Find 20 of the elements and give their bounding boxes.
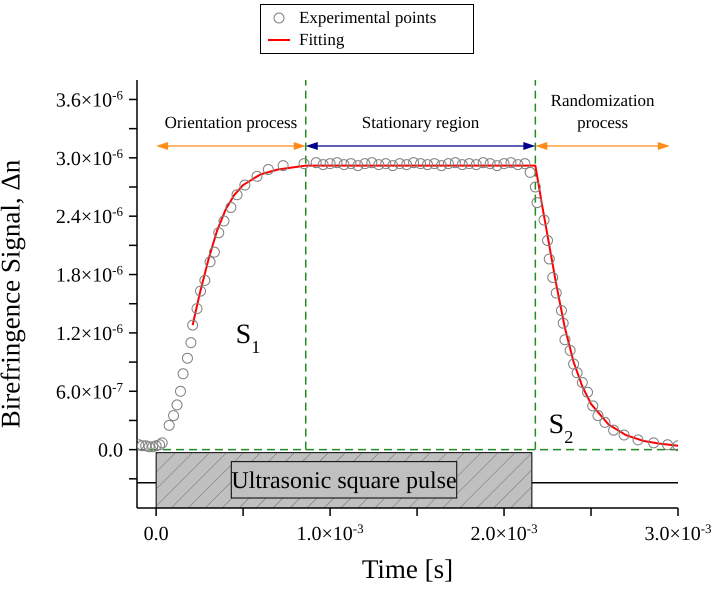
x-tick-label: 2.0×10$^{-3}$ (470, 520, 538, 545)
y-axis-title: Birefringence Signal, Δn (0, 159, 26, 428)
y-tick-label: 1.2×10$^{-6}$ (56, 320, 124, 345)
annotation: Randomization process (550, 91, 656, 132)
y-tick-label: 2.4×10$^{-6}$ (56, 204, 124, 228)
x-tick-label: 0.0 (144, 523, 169, 545)
y-tick-label: 6.0×10$^{-7}$ (56, 378, 124, 404)
y-tick-label: 3.6×10$^{-6}$ (56, 86, 124, 112)
y-tick-label: 3.0×10$^{-6}$ (56, 145, 124, 170)
annotation: Orientation process (164, 113, 298, 132)
x-axis-title: Time [s] (362, 554, 454, 584)
y-tick-label: 1.8×10$^{-6}$ (56, 262, 124, 287)
annotation: S$_{2}$ (548, 409, 574, 447)
legend-label: Fitting (299, 29, 344, 51)
legend-label: Experimental points (299, 7, 436, 29)
x-tick-label: 1.0×10$^{-3}$ (296, 520, 364, 545)
x-tick-label: 3.0×10$^{-3}$ (644, 520, 712, 545)
annotation: S$_{1}$ (236, 319, 260, 357)
annotation: Stationary region (362, 113, 480, 132)
y-tick-label: 0.0 (98, 440, 123, 462)
